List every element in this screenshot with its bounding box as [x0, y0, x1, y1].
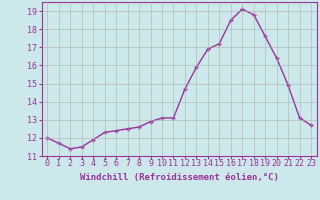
- X-axis label: Windchill (Refroidissement éolien,°C): Windchill (Refroidissement éolien,°C): [80, 173, 279, 182]
